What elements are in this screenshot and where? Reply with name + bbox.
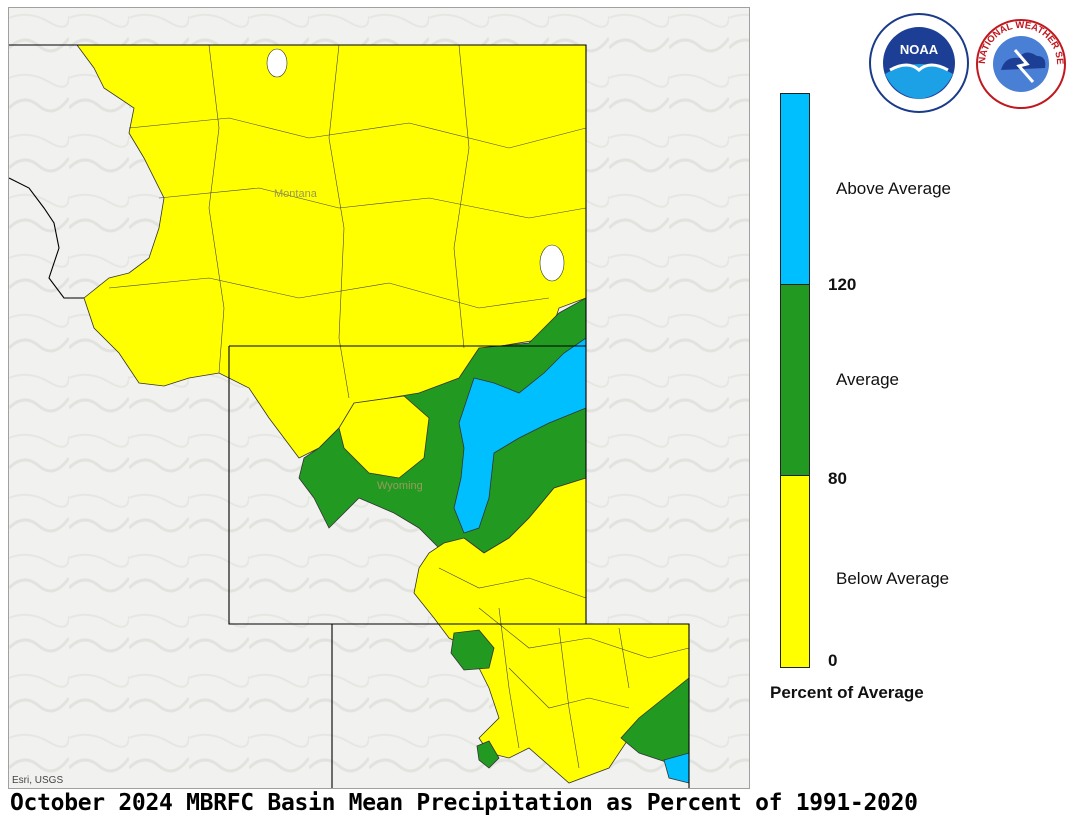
legend-break-120: 120 (828, 275, 857, 294)
state-label-wyoming: Wyoming (377, 480, 423, 492)
page-title: October 2024 MBRFC Basin Mean Precipitat… (10, 790, 918, 816)
legend-color-bar (780, 93, 810, 668)
map-credit: Esri, USGS (12, 775, 64, 786)
region-average-colorado-west (450, 629, 495, 671)
state-borders (9, 44, 690, 788)
region-below-average-center (338, 395, 430, 479)
state-label-montana: Montana (274, 188, 317, 200)
legend-break-0: 0 (828, 651, 838, 670)
noaa-logo: NOAA (869, 13, 969, 113)
legend-swatch-above-average (780, 93, 810, 285)
region-average-small (476, 740, 500, 769)
nws-logo: NATIONAL WEATHER SERVICE (975, 10, 1066, 109)
basin-map (9, 8, 749, 788)
legend-break-80: 80 (828, 469, 847, 488)
legend-label-above-average: Above Average (836, 179, 951, 198)
noaa-logo-text: NOAA (900, 42, 939, 57)
lake-north (266, 48, 288, 78)
map-panel[interactable]: Montana Wyoming Esri, USGS (8, 7, 750, 789)
legend-swatch-average (780, 284, 810, 476)
legend-caption: Percent of Average (770, 683, 924, 702)
legend-label-below-average: Below Average (836, 569, 950, 588)
region-above-average-wyoming (453, 337, 587, 534)
legend-swatch-below-average (780, 475, 810, 668)
lake-east (539, 244, 565, 282)
legend-label-average: Average (836, 370, 900, 389)
basin-boundaries (108, 44, 690, 769)
